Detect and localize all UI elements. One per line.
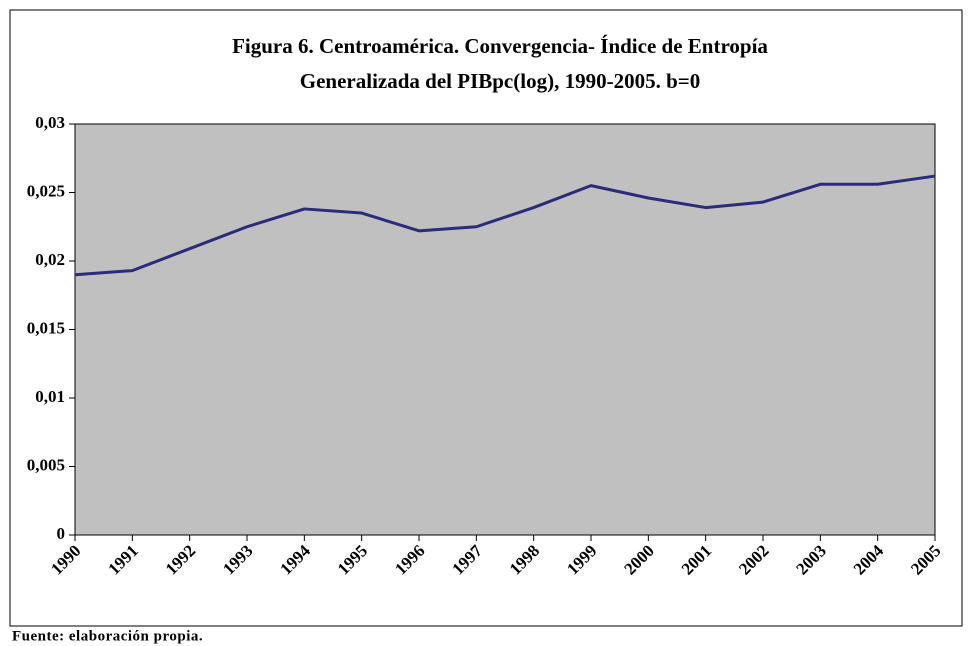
y-tick-label: 0,015	[27, 318, 65, 337]
y-tick-label: 0,03	[35, 113, 65, 132]
y-tick-label: 0,025	[27, 181, 65, 200]
y-tick-label: 0	[57, 524, 66, 543]
chart-title: Generalizada del PIBpc(log), 1990-2005. …	[300, 69, 700, 93]
plot-area	[74, 123, 936, 536]
source-note: Fuente: elaboración propia.	[12, 628, 203, 644]
y-tick-label: 0,02	[35, 250, 65, 269]
y-tick-label: 0,01	[35, 387, 65, 406]
y-tick-label: 0,005	[27, 455, 65, 474]
data-line	[74, 174, 936, 277]
chart-title: Figura 6. Centroamérica. Convergencia- Í…	[232, 34, 768, 58]
